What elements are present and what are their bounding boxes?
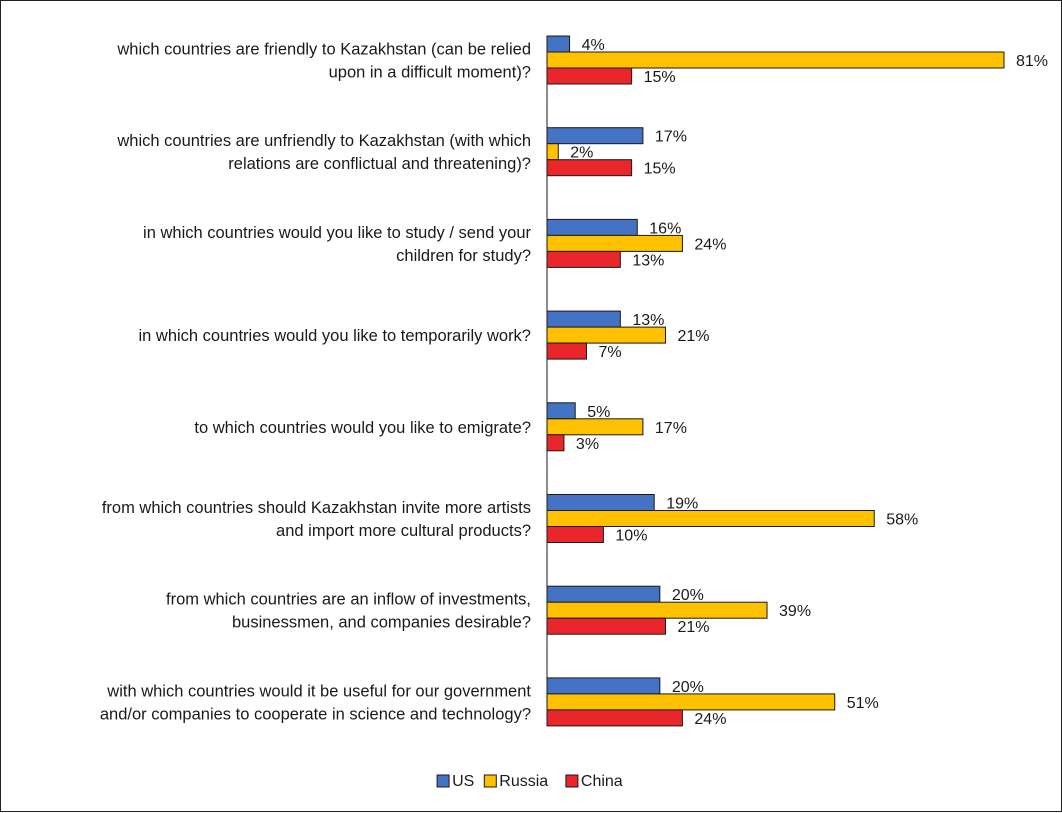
category-label: which countries are friendly to Kazakhst… bbox=[116, 41, 531, 82]
bar-us bbox=[546, 35, 571, 53]
category-label-line: in which countries would you like to tem… bbox=[138, 327, 531, 345]
category-label-line: businessmen, and companies desirable? bbox=[232, 614, 531, 632]
category-label: from which countries are an inflow of in… bbox=[166, 591, 531, 632]
value-label: 2% bbox=[570, 145, 593, 162]
bar-us bbox=[546, 218, 638, 236]
category-label-line: which countries are unfriendly to Kazakh… bbox=[116, 132, 531, 150]
category-label: to which countries would you like to emi… bbox=[194, 419, 531, 437]
bar-russia bbox=[546, 234, 683, 252]
category-label-line: with which countries would it be useful … bbox=[106, 682, 531, 700]
value-label: 16% bbox=[649, 220, 681, 237]
legend-label: US bbox=[452, 773, 474, 790]
bars bbox=[546, 35, 1005, 727]
bar-russia bbox=[546, 418, 644, 436]
value-label: 15% bbox=[644, 69, 676, 86]
category-label-line: which countries are friendly to Kazakhst… bbox=[116, 41, 531, 59]
category-label-line: children for study? bbox=[396, 247, 531, 265]
value-label: 58% bbox=[886, 512, 918, 529]
value-label: 19% bbox=[666, 496, 698, 513]
bar-china bbox=[546, 709, 683, 727]
bar-us bbox=[546, 585, 661, 603]
bar-russia bbox=[546, 51, 1005, 69]
value-label: 13% bbox=[632, 252, 664, 269]
value-labels: 4% 81% 15% 17% 2% 15% 16% 24% 13% 13% 21% 7% 5% 17% 3%… bbox=[570, 37, 1048, 728]
bar-us bbox=[546, 310, 621, 328]
value-label: 4% bbox=[582, 37, 605, 54]
bar-russia bbox=[546, 510, 875, 527]
value-label: 17% bbox=[655, 420, 687, 437]
value-label: 15% bbox=[644, 161, 676, 178]
value-label: 21% bbox=[677, 328, 709, 345]
bar-china bbox=[546, 434, 565, 452]
value-label: 3% bbox=[576, 436, 599, 453]
category-label: with which countries would it be useful … bbox=[100, 682, 532, 723]
category-label: in which countries would you like to stu… bbox=[143, 224, 531, 265]
legend-label: China bbox=[581, 773, 623, 790]
value-label: 39% bbox=[779, 603, 811, 620]
bar-us bbox=[546, 677, 661, 695]
value-label: 24% bbox=[694, 711, 726, 728]
value-label: 10% bbox=[615, 528, 647, 545]
value-label: 5% bbox=[587, 404, 610, 421]
bar-russia bbox=[546, 326, 666, 344]
category-label-line: and/or companies to cooperate in science… bbox=[100, 705, 531, 723]
bar-russia bbox=[546, 693, 836, 711]
category-label: from which countries should Kazakhstan i… bbox=[102, 499, 531, 540]
value-label: 24% bbox=[694, 236, 726, 253]
legend-swatch-russia bbox=[483, 774, 497, 788]
category-label-line: in which countries would you like to stu… bbox=[143, 224, 531, 242]
value-label: 17% bbox=[655, 129, 687, 146]
category-label-line: and import more cultural products? bbox=[276, 522, 531, 540]
bar-china bbox=[546, 250, 621, 268]
bar-china bbox=[546, 526, 604, 543]
category-label-line: from which countries should Kazakhstan i… bbox=[102, 499, 531, 517]
value-label: 21% bbox=[677, 619, 709, 636]
category-label-line: from which countries are an inflow of in… bbox=[166, 591, 531, 609]
category-label: which countries are unfriendly to Kazakh… bbox=[116, 132, 531, 173]
bar-china bbox=[546, 67, 633, 85]
category-label-line: relations are conflictual and threatenin… bbox=[228, 155, 531, 173]
category-label-line: to which countries would you like to emi… bbox=[194, 419, 531, 437]
bar-china bbox=[546, 159, 633, 177]
value-label: 20% bbox=[672, 679, 704, 696]
legend-swatch-china bbox=[565, 774, 579, 788]
bar-us bbox=[546, 402, 576, 420]
legend-swatch-us bbox=[436, 774, 450, 788]
legend: US Russia China bbox=[436, 773, 623, 790]
bar-china bbox=[546, 617, 666, 635]
category-labels: which countries are friendly to Kazakhst… bbox=[100, 41, 532, 724]
value-label: 81% bbox=[1016, 53, 1048, 70]
bar-china bbox=[546, 342, 587, 360]
value-label: 20% bbox=[672, 587, 704, 604]
legend-label: Russia bbox=[499, 773, 548, 790]
bar-us bbox=[546, 127, 644, 145]
value-label: 7% bbox=[598, 344, 621, 361]
bar-russia bbox=[546, 601, 768, 619]
value-label: 13% bbox=[632, 312, 664, 329]
bar-russia bbox=[546, 143, 559, 161]
category-label: in which countries would you like to tem… bbox=[138, 327, 531, 345]
bar-us bbox=[546, 494, 655, 511]
category-label-line: upon in a difficult moment)? bbox=[329, 64, 531, 82]
value-label: 51% bbox=[847, 695, 879, 712]
